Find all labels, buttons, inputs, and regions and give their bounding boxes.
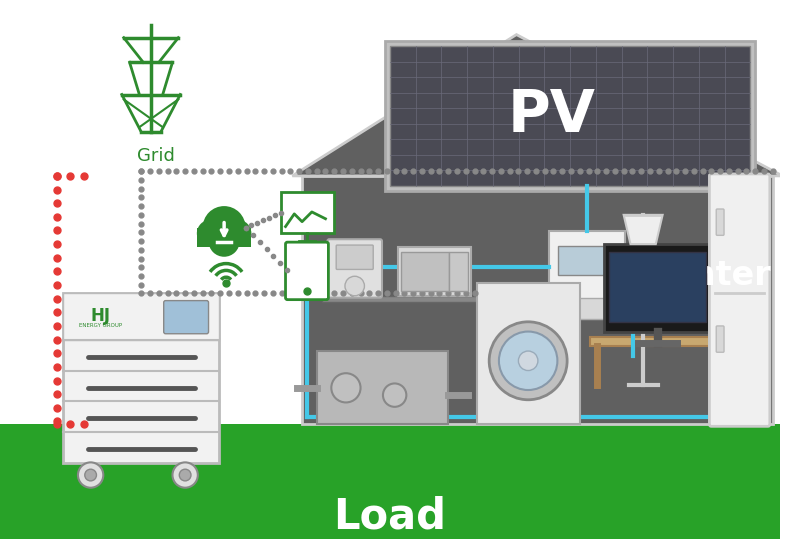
Circle shape — [179, 469, 191, 481]
Circle shape — [85, 469, 97, 481]
Polygon shape — [302, 176, 773, 424]
FancyBboxPatch shape — [449, 252, 469, 291]
FancyBboxPatch shape — [322, 296, 541, 301]
Circle shape — [78, 463, 103, 488]
FancyBboxPatch shape — [317, 351, 448, 424]
Circle shape — [173, 463, 198, 488]
FancyBboxPatch shape — [390, 46, 750, 186]
Circle shape — [383, 384, 406, 407]
FancyBboxPatch shape — [281, 192, 334, 233]
Polygon shape — [292, 35, 782, 176]
FancyBboxPatch shape — [549, 298, 625, 319]
Circle shape — [499, 332, 558, 390]
Circle shape — [489, 322, 567, 399]
FancyBboxPatch shape — [710, 174, 770, 426]
FancyBboxPatch shape — [558, 246, 615, 275]
Text: ENERGY GROUP: ENERGY GROUP — [79, 323, 122, 328]
Text: HJ: HJ — [90, 307, 110, 325]
Circle shape — [331, 373, 361, 402]
FancyBboxPatch shape — [63, 293, 219, 340]
Text: Grid: Grid — [137, 147, 175, 164]
Circle shape — [202, 206, 246, 249]
FancyBboxPatch shape — [286, 242, 328, 300]
Text: Load: Load — [334, 496, 446, 538]
FancyBboxPatch shape — [478, 283, 580, 424]
FancyBboxPatch shape — [385, 42, 755, 191]
FancyBboxPatch shape — [549, 231, 625, 319]
FancyBboxPatch shape — [0, 424, 779, 539]
FancyBboxPatch shape — [63, 293, 219, 464]
Polygon shape — [624, 215, 662, 244]
FancyBboxPatch shape — [609, 252, 706, 322]
FancyBboxPatch shape — [197, 227, 251, 247]
Circle shape — [345, 276, 365, 296]
FancyBboxPatch shape — [716, 209, 724, 235]
Circle shape — [209, 226, 240, 257]
Circle shape — [197, 220, 224, 247]
Circle shape — [224, 220, 251, 247]
Text: PV: PV — [508, 88, 596, 145]
FancyBboxPatch shape — [164, 301, 209, 334]
FancyBboxPatch shape — [327, 239, 382, 298]
Text: Iventer: Iventer — [636, 259, 772, 292]
FancyBboxPatch shape — [716, 326, 724, 352]
FancyBboxPatch shape — [398, 247, 470, 296]
FancyBboxPatch shape — [336, 245, 374, 270]
FancyBboxPatch shape — [604, 244, 711, 332]
Circle shape — [518, 351, 538, 370]
FancyBboxPatch shape — [402, 252, 449, 291]
FancyBboxPatch shape — [590, 336, 741, 346]
